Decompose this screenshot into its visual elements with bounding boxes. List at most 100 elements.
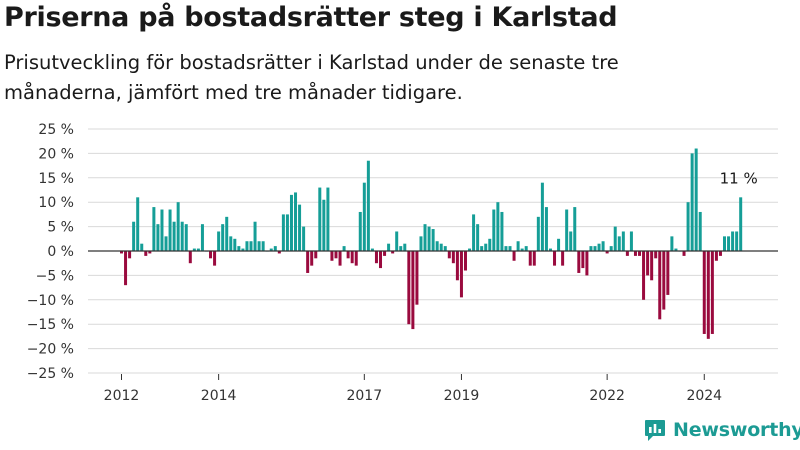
bar [633,251,637,256]
y-tick-label: 0 % [47,244,74,260]
bar [540,182,544,251]
bar [403,243,407,251]
bar [710,251,714,334]
bar [480,246,484,251]
bar [233,238,237,251]
bar [638,251,642,256]
bar [670,236,674,251]
bar [322,199,326,251]
bar [314,251,318,259]
bar [415,251,419,305]
bar [577,251,581,273]
bar [140,243,144,251]
bar [488,238,492,251]
bar [184,224,188,251]
bar [225,216,229,251]
newsworthy-logo-icon [645,420,665,441]
bar [581,251,585,269]
bar [298,204,302,251]
x-tick-label: 2022 [589,388,625,404]
bar [617,236,621,251]
bar [257,241,261,251]
bar [476,224,480,251]
y-tick-label: 5 % [47,220,74,236]
bar [686,202,690,251]
bar [289,194,293,251]
bar [431,229,435,251]
bar [597,243,601,251]
bar [399,246,403,251]
bar [350,251,354,264]
x-tick-label: 2019 [444,388,480,404]
bar [395,231,399,251]
bar [423,224,427,251]
y-tick-label: −20 % [27,342,74,358]
bar [565,209,569,251]
bar [209,251,213,259]
bar [383,251,387,256]
bar [455,251,459,281]
y-tick-label: −25 % [27,366,74,382]
bar [557,238,561,251]
bar [723,236,726,251]
bar [245,241,249,251]
bar [484,243,488,251]
bar [269,248,273,251]
bar [144,251,148,256]
bar [593,246,597,251]
bar [180,221,184,251]
bar [379,251,383,269]
bar [362,182,366,251]
x-tick-label: 2012 [104,388,140,404]
bar [200,224,204,251]
bar [439,243,443,251]
bar [463,251,467,271]
bar [427,226,431,251]
newsworthy-brand: Newsworthy [644,418,800,442]
bar [229,236,233,251]
bar [662,251,666,310]
bar [573,207,577,251]
bar [411,251,415,330]
x-tick-label: 2024 [686,388,722,404]
bar [302,226,306,251]
bar [334,251,338,259]
bar [221,224,225,251]
bar [148,251,152,254]
bar [419,236,423,251]
bar [654,251,658,259]
bar [727,236,731,251]
bar [508,246,512,251]
y-tick-label: 15 % [38,171,74,187]
bar [731,231,735,251]
bar [658,251,662,320]
bar [366,160,370,251]
bar [500,211,504,251]
last-value-annotation: 11 % [720,169,758,187]
y-tick-label: −5 % [36,268,74,284]
chart-title: Priserna på bostadsrätter steg i Karlsta… [4,2,618,33]
bar [532,251,536,266]
bar [132,221,136,251]
bar [176,202,180,251]
bar [735,231,739,251]
bar [690,153,694,251]
bar [585,251,589,276]
bar [609,246,613,251]
bar [168,209,172,251]
bar [160,209,164,251]
bar [674,248,678,251]
bar [589,246,593,251]
bar [261,241,265,251]
bar [370,248,374,251]
bar [516,241,520,251]
bar [468,248,472,251]
bar [136,197,140,251]
bar [407,251,411,325]
bar [330,251,334,261]
bar [326,187,330,251]
bar [374,251,378,264]
bar [338,251,342,266]
bar [164,236,168,251]
